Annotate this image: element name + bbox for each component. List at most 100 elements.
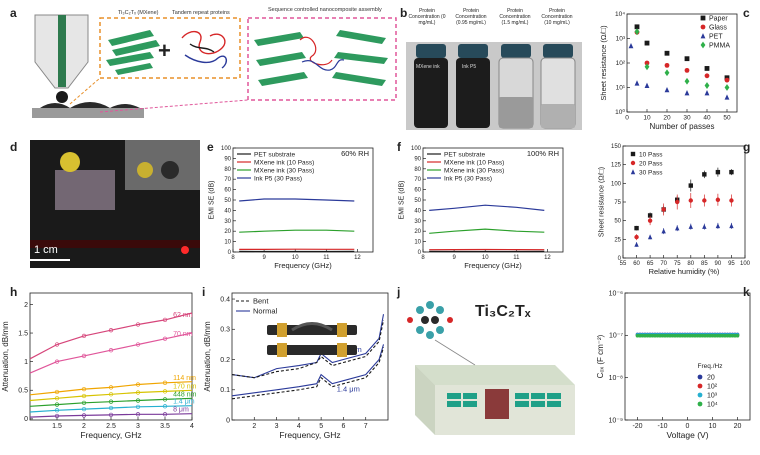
panel-a-schematic: + Ti₃C₂Tₓ (MXene) Tandem repeat proteins… [32, 7, 397, 118]
panel-b: b MXene ink Ink P5 Protein C [400, 0, 585, 135]
chart-h-point [135, 412, 141, 417]
ink-droplet [56, 91, 68, 103]
printed-film [40, 102, 140, 108]
chart-g-point [702, 223, 707, 229]
chart-f-y-tick-label: 30 [414, 219, 421, 225]
chart-h-x-tick-label: 1.5 [52, 423, 62, 430]
chart-f-y-axis-label: EMI SE (dB) [398, 181, 405, 220]
chart-e-x-axis-label: Frequency (GHz) [274, 261, 332, 270]
panel-c: c 0 10 20 30 40 50 10⁰ 10¹ 10² 10³ 10⁴ Number of pa… [585, 0, 760, 138]
chart-i-series-line [231, 347, 385, 400]
panel-label-i: i [202, 285, 206, 299]
chart-g-x-tick-label: 55 [620, 261, 627, 267]
chart-h-series-line [29, 312, 193, 360]
chart-k-y-tick-label: 10⁻⁹ [609, 417, 623, 424]
chart-c-point [634, 28, 640, 36]
chart-k-point [708, 333, 712, 338]
chart-c-legend-label: Paper [709, 16, 728, 23]
chart-g-y-tick-label: 75 [614, 200, 621, 206]
chart-g-point [729, 198, 734, 203]
chart-f-y-tick-label: 60 [414, 188, 421, 194]
chart-h-series-line [29, 413, 193, 418]
chart-g-point [634, 241, 639, 247]
chart-f-y-tick-label: 40 [414, 208, 421, 214]
chart-k-legend-label: 10⁴ [707, 402, 718, 409]
vial-1 [414, 44, 448, 128]
panel-label-c: c [743, 6, 750, 20]
chart-e-y-tick-label: 10 [224, 240, 231, 246]
vial-caption-2: Protein Concentration (0.95 mg/mL) [455, 8, 487, 26]
ink-channel [58, 15, 66, 87]
chart-h-x-tick-label: 2 [82, 423, 86, 430]
chart-h-point [162, 389, 168, 394]
led-icon [181, 246, 189, 254]
chart-e-y-tick-label: 40 [224, 208, 231, 214]
chart-h-point [108, 348, 114, 353]
chart-i-legend-label: Bent [253, 297, 269, 306]
chart-e-y-tick-label: 60 [224, 188, 231, 194]
chart-k-legend-marker [697, 392, 703, 398]
chart-k-point [680, 333, 685, 338]
chart-k-point [635, 333, 640, 338]
chart-k-x-tick-label: 0 [686, 423, 690, 430]
chart-h-series-line [29, 332, 193, 374]
chart-k: -20 -10 0 10 20 10⁻⁹ 10⁻⁸ 10⁻⁷ 10⁻⁶ Voltage (V) Cₒ… [596, 290, 751, 440]
chart-g-point [675, 225, 680, 231]
crystal-structure-icon [407, 301, 453, 339]
chart-g-legend-label: 10 Pass [639, 151, 663, 158]
nanocomposite-assembly [254, 30, 388, 86]
chart-k-point [665, 333, 670, 338]
chart-i-x-tick-label: 7 [364, 423, 368, 430]
chart-k-x-tick-label: 10 [709, 423, 717, 430]
chart-h-y-tick-label: 1 [24, 359, 28, 366]
chart-g-x-tick-label: 65 [647, 261, 654, 267]
chart-g-x-tick-label: 70 [660, 261, 667, 267]
chart-g-legend-label: 30 Pass [639, 169, 663, 176]
chart-g-point [661, 207, 666, 212]
vial-label-2: Ink P5 [462, 64, 477, 70]
chart-i-series-line [231, 344, 385, 397]
chart-c-point [664, 86, 670, 93]
chart-h-point [54, 413, 60, 419]
chart-c-y-tick-label: 10⁴ [615, 11, 625, 18]
chart-k-point [715, 333, 720, 338]
chart-k-point [648, 333, 652, 338]
chart-h-point [162, 336, 168, 341]
chart-k-point [730, 333, 735, 338]
chart-k-point [670, 333, 675, 338]
chart-c-legend-marker [700, 41, 706, 49]
protein-label: Tandem repeat proteins [172, 10, 230, 16]
vial-caption-3: Protein Concentration (1.5 mg/mL) [499, 8, 531, 26]
chart-k-point [718, 333, 722, 338]
chart-h-point [54, 408, 60, 413]
chart-f-y-tick-label: 10 [414, 240, 421, 246]
chart-h-series-line [29, 397, 193, 407]
chart-g-point [688, 183, 693, 188]
chart-c-point [628, 42, 634, 49]
chart-e-legend-label: PET substrate [254, 151, 295, 158]
chart-e-y-tick-label: 20 [224, 229, 231, 235]
chart-h-point [108, 385, 114, 390]
mxene-protein-box [99, 17, 241, 79]
chart-c-point [634, 80, 640, 86]
chart-c-y-axis-label: Sheet resistance (Ω/□) [599, 25, 608, 101]
chart-e-y-tick-label: 50 [224, 198, 231, 204]
panel-e: e 8 9 10 11 12 0 10 20 30 40 50 60 70 80 90 100 Frequenc… [205, 140, 395, 275]
vial-3 [498, 44, 534, 129]
chart-h-point [81, 406, 87, 412]
chart-k-point [640, 333, 645, 338]
chart-k-x-tick-label: -20 [632, 423, 642, 430]
chart-c-legend-label: Glass [709, 25, 727, 32]
chart-h-series-line [29, 381, 193, 396]
chart-c-x-tick-label: 10 [643, 115, 651, 122]
chart-g-point [688, 223, 693, 229]
chart-h-point [135, 322, 141, 327]
chart-c-point [684, 77, 690, 85]
chart-i-x-tick-label: 3 [275, 423, 279, 430]
panel-k: k -20 -10 0 10 20 10⁻⁹ 10⁻⁸ 10⁻⁷ 10⁻⁶ Voltage (V)… [585, 285, 760, 455]
chart-k-point [720, 333, 725, 338]
chart-k-point [725, 333, 730, 338]
chart-c-point [664, 69, 670, 77]
chart-g-point [715, 169, 721, 175]
chart-c-y-tick-label: 10⁰ [615, 108, 625, 116]
